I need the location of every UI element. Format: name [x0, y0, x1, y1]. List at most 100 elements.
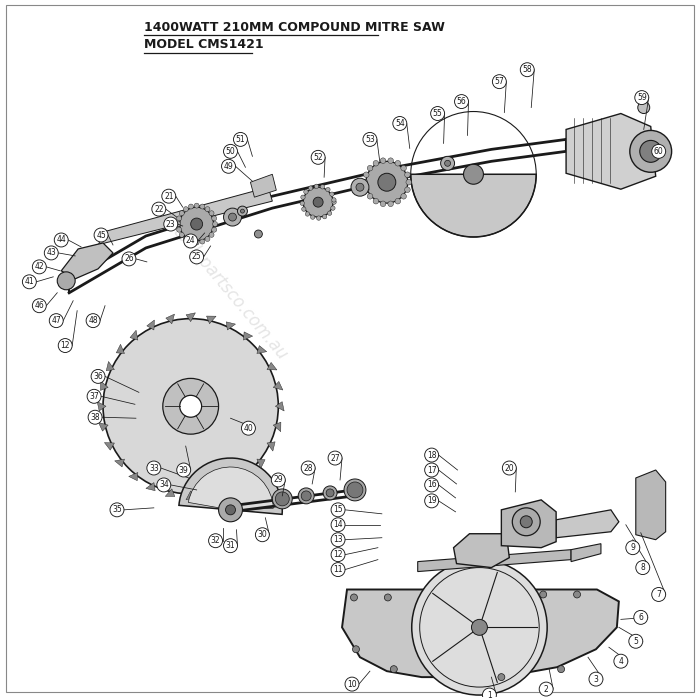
Circle shape	[234, 132, 247, 146]
Circle shape	[179, 232, 184, 237]
Text: 41: 41	[25, 277, 34, 286]
Circle shape	[520, 63, 534, 77]
Text: 24: 24	[186, 237, 195, 246]
Circle shape	[391, 666, 398, 673]
Circle shape	[256, 528, 270, 542]
Text: 38: 38	[90, 413, 100, 421]
Polygon shape	[275, 402, 284, 411]
Polygon shape	[257, 346, 267, 354]
Circle shape	[326, 489, 334, 497]
Circle shape	[190, 218, 202, 230]
Circle shape	[86, 314, 100, 328]
Circle shape	[393, 116, 407, 130]
Circle shape	[176, 463, 190, 477]
Polygon shape	[129, 473, 138, 481]
Circle shape	[614, 654, 628, 668]
Circle shape	[223, 144, 237, 158]
Circle shape	[368, 165, 373, 171]
Circle shape	[331, 518, 345, 532]
Circle shape	[401, 165, 407, 171]
Polygon shape	[251, 174, 276, 197]
Circle shape	[183, 206, 188, 211]
Circle shape	[589, 672, 603, 686]
Text: 21: 21	[164, 192, 174, 201]
Circle shape	[626, 540, 640, 554]
Circle shape	[162, 189, 176, 203]
Circle shape	[636, 561, 650, 575]
Polygon shape	[227, 482, 235, 493]
Text: 50: 50	[225, 147, 235, 156]
Circle shape	[366, 161, 408, 203]
Circle shape	[58, 339, 72, 353]
Circle shape	[183, 234, 197, 248]
Wedge shape	[179, 458, 282, 514]
Text: 23: 23	[166, 220, 176, 228]
Text: 52: 52	[314, 153, 323, 162]
Circle shape	[223, 539, 237, 553]
Circle shape	[425, 494, 439, 508]
Circle shape	[638, 102, 650, 113]
Circle shape	[241, 421, 255, 435]
Circle shape	[328, 451, 342, 465]
Circle shape	[176, 222, 181, 227]
Circle shape	[573, 591, 580, 598]
Text: 33: 33	[149, 463, 159, 473]
Text: 56: 56	[456, 97, 466, 106]
Circle shape	[313, 197, 323, 207]
Circle shape	[211, 228, 217, 232]
Circle shape	[303, 187, 333, 217]
Text: 29: 29	[274, 475, 283, 484]
Circle shape	[298, 488, 314, 504]
Circle shape	[176, 216, 181, 220]
Circle shape	[94, 228, 108, 242]
Circle shape	[330, 206, 335, 210]
Text: 48: 48	[88, 316, 98, 325]
Text: 2: 2	[544, 685, 549, 694]
Circle shape	[454, 94, 468, 108]
Circle shape	[425, 463, 439, 477]
Polygon shape	[556, 510, 619, 538]
Circle shape	[300, 201, 304, 205]
Circle shape	[498, 673, 505, 680]
Circle shape	[412, 559, 547, 695]
Circle shape	[110, 503, 124, 517]
Circle shape	[301, 491, 312, 501]
Text: 57: 57	[494, 77, 504, 86]
Text: 4: 4	[618, 657, 623, 666]
Polygon shape	[501, 500, 556, 547]
Circle shape	[378, 174, 395, 191]
Circle shape	[163, 379, 218, 434]
Text: 32: 32	[211, 536, 220, 545]
Text: 6: 6	[638, 613, 643, 622]
Text: 40: 40	[244, 424, 253, 433]
Text: 1: 1	[487, 690, 492, 699]
Polygon shape	[97, 402, 106, 411]
Polygon shape	[566, 113, 656, 189]
Text: 54: 54	[395, 119, 405, 128]
Text: MODEL CMS1421: MODEL CMS1421	[144, 38, 263, 51]
Circle shape	[539, 682, 553, 696]
Polygon shape	[207, 489, 216, 498]
Circle shape	[463, 164, 484, 184]
Circle shape	[87, 389, 101, 403]
Circle shape	[237, 206, 247, 216]
Circle shape	[630, 130, 671, 172]
Circle shape	[32, 299, 46, 313]
Circle shape	[353, 646, 360, 652]
Circle shape	[22, 275, 36, 289]
Text: 26: 26	[124, 254, 134, 263]
Circle shape	[225, 505, 235, 514]
Circle shape	[205, 206, 210, 211]
Circle shape	[635, 90, 649, 104]
Text: 12: 12	[60, 341, 70, 350]
Circle shape	[209, 211, 214, 216]
Circle shape	[482, 688, 496, 700]
Circle shape	[351, 178, 369, 196]
Circle shape	[49, 314, 63, 328]
Circle shape	[492, 75, 506, 89]
Circle shape	[558, 666, 565, 673]
Circle shape	[188, 204, 193, 209]
Circle shape	[405, 187, 410, 192]
Circle shape	[55, 233, 68, 247]
Polygon shape	[166, 314, 174, 324]
